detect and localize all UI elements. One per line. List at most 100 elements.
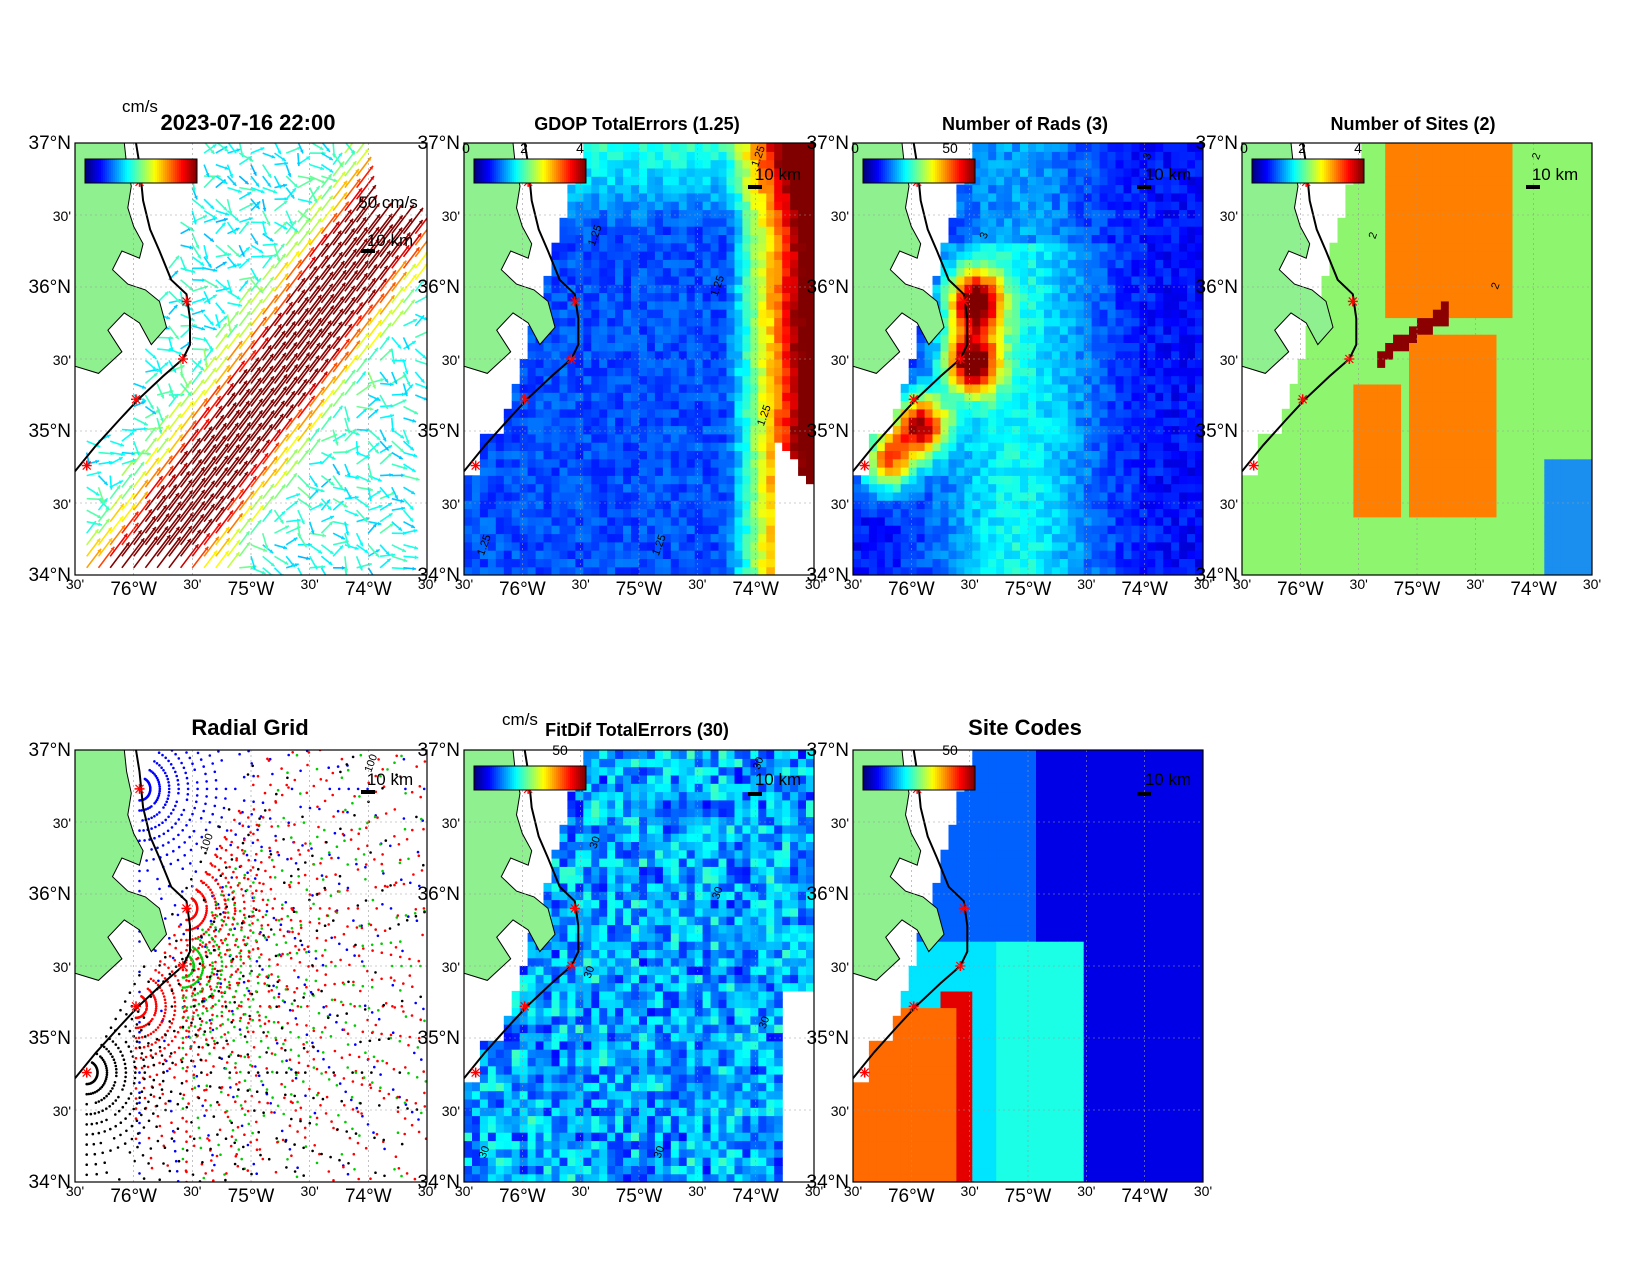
heat-cell (1059, 184, 1069, 194)
heat-cell (559, 334, 569, 343)
heat-cell (988, 558, 997, 568)
vector-arrowhead (288, 302, 293, 307)
heat-cell (1107, 383, 1117, 393)
heat-cell (774, 159, 783, 169)
vector-arrowhead (108, 460, 113, 465)
heat-cell (884, 550, 894, 559)
heat-cell (1036, 491, 1045, 501)
vector-arrowhead (275, 442, 279, 447)
heat-cell (790, 259, 799, 269)
vector-arrowhead (215, 536, 219, 541)
heat-cell (726, 251, 736, 260)
heat-cell (932, 334, 942, 343)
heat-cell (1067, 159, 1077, 169)
vector-arrow (379, 227, 403, 258)
heat-cell (1051, 292, 1061, 302)
vector-arrowhead (369, 487, 373, 492)
heat-cell (503, 433, 513, 443)
vector-arrowhead (259, 505, 264, 510)
vector-arrowhead (244, 280, 248, 285)
heat-cell (583, 251, 592, 260)
heat-cell (710, 359, 720, 368)
heat-cell (948, 234, 958, 244)
heat-cell (742, 541, 751, 551)
vector-arrowhead (211, 480, 215, 485)
vector-arrowhead (280, 400, 285, 405)
heat-cell (479, 566, 489, 575)
heat-cell (615, 400, 624, 410)
vector-arrowhead (194, 544, 199, 549)
heat-cell (734, 392, 744, 402)
heat-cell (1091, 558, 1101, 568)
heat-cell (495, 500, 505, 510)
heat-cell (511, 533, 521, 543)
vector-arrowhead (362, 286, 366, 291)
heat-cell (519, 417, 529, 427)
heat-cell (543, 417, 553, 427)
heat-cell (798, 209, 807, 219)
heat-cell (996, 217, 1005, 227)
heat-cell (964, 458, 973, 468)
heat-cell (1043, 201, 1053, 211)
heat-cell (551, 334, 561, 343)
vector-arrowhead (227, 252, 232, 257)
vector-arrowhead (281, 511, 286, 515)
heat-cell (798, 226, 807, 235)
heat-cell (583, 184, 592, 194)
vector-arrowhead (284, 161, 288, 166)
heat-cell (567, 400, 576, 410)
heat-cell (1099, 550, 1109, 559)
heat-cell (1083, 300, 1093, 310)
heat-cell (678, 566, 688, 575)
heat-cell (551, 450, 561, 460)
heat-cell (647, 408, 656, 418)
heat-cell (750, 525, 759, 535)
heat-cell (647, 317, 656, 327)
heat-cell (487, 458, 497, 468)
heat-cell (670, 159, 680, 169)
heat-cell (718, 226, 728, 235)
heat-cell (996, 184, 1005, 194)
heat-cell (559, 259, 569, 269)
heat-cell (1099, 159, 1109, 169)
heat-cell (1043, 550, 1053, 559)
vector-arrow (379, 214, 404, 246)
heat-cell (782, 342, 791, 352)
heat-cell (734, 558, 744, 568)
vector-arrowhead (305, 230, 310, 235)
heat-cell (623, 508, 632, 518)
heat-cell (1051, 425, 1061, 435)
vector-arrowhead (235, 410, 240, 414)
vector-arrow (332, 248, 358, 281)
vector-arrowhead (385, 551, 390, 555)
heat-cell (980, 425, 989, 435)
vector-arrowhead (169, 347, 174, 352)
heat-cell (583, 433, 592, 443)
heat-cell (1083, 167, 1093, 177)
vector-arrowhead (125, 542, 130, 547)
heat-cell (964, 433, 973, 443)
vector-arrowhead (141, 449, 145, 454)
heat-cell (1028, 226, 1037, 235)
heat-cell (1059, 483, 1069, 493)
vector-arrow (344, 248, 370, 281)
heat-cell (694, 325, 704, 335)
heat-cell (742, 425, 751, 435)
heat-cell (527, 400, 537, 410)
heat-cell (654, 167, 664, 177)
vector-arrow (344, 205, 367, 235)
heat-cell (1004, 516, 1013, 526)
heat-cell (1091, 226, 1101, 235)
vector-arrow (226, 388, 251, 419)
vector-arrowhead (363, 227, 368, 232)
heat-cell (575, 284, 584, 294)
heat-cell (599, 392, 608, 402)
heat-cell (1043, 234, 1053, 244)
heat-cell (932, 350, 942, 360)
vector-arrow (297, 256, 316, 281)
vector-arrowhead (134, 522, 139, 527)
heat-cell (647, 491, 656, 501)
heat-cell (1051, 300, 1061, 310)
heat-cell (1020, 458, 1029, 468)
vector-arrowhead (206, 300, 211, 304)
